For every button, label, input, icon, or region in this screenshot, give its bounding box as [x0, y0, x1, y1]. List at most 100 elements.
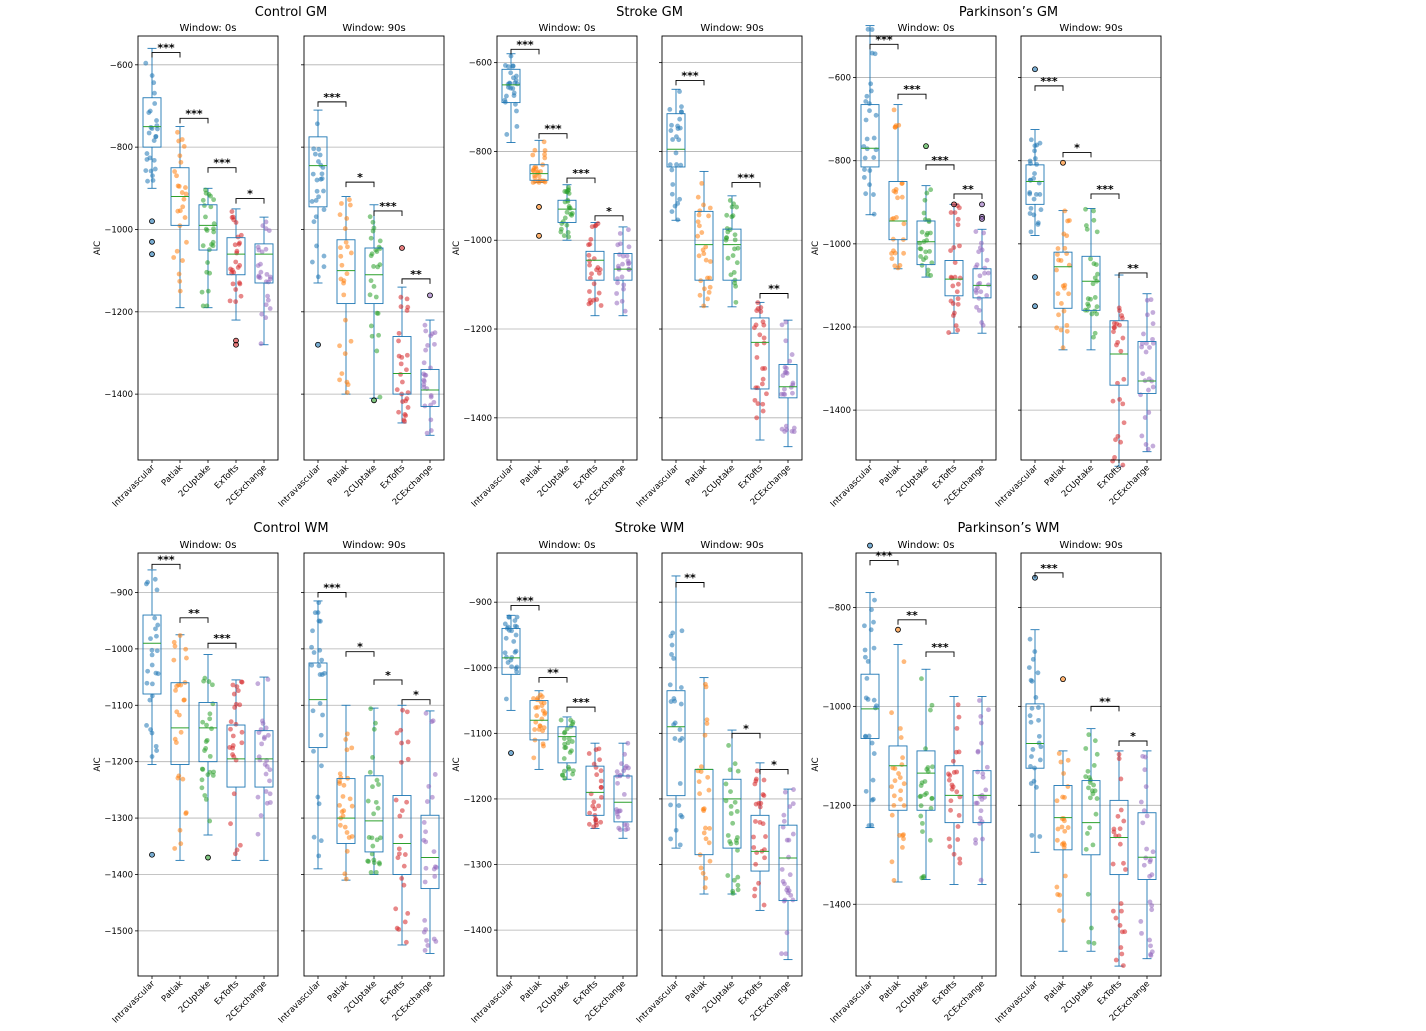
- data-point: [204, 737, 210, 743]
- box-iqr: [750, 814, 770, 872]
- data-point: [896, 771, 901, 776]
- data-point: [228, 821, 233, 827]
- data-point: [901, 221, 907, 227]
- box-iqr: [420, 368, 440, 407]
- data-point: [614, 300, 620, 306]
- data-point: [922, 792, 928, 798]
- data-point: [368, 278, 374, 284]
- data-point: [227, 745, 233, 750]
- data-point: [371, 811, 377, 817]
- significance-bracket: **: [179, 607, 209, 623]
- data-point: [176, 773, 182, 779]
- data-point: [1118, 776, 1124, 782]
- data-point: [974, 304, 979, 310]
- data-point: [373, 870, 379, 875]
- data-point: [421, 360, 427, 366]
- data-point: [783, 319, 789, 325]
- data-point: [700, 870, 706, 876]
- bracket-line: [401, 278, 431, 284]
- data-point: [1120, 335, 1126, 341]
- data-point: [588, 236, 594, 242]
- data-point: [404, 367, 409, 373]
- data-point: [394, 387, 400, 393]
- data-point: [230, 733, 236, 739]
- data-point: [368, 235, 374, 241]
- data-point: [624, 253, 630, 259]
- data-point: [735, 887, 741, 893]
- x-tick-label: Patlak: [1043, 979, 1068, 1004]
- data-point: [205, 288, 211, 294]
- y-tick-label: −1200: [463, 795, 492, 805]
- data-point: [759, 381, 765, 387]
- data-point: [1067, 218, 1072, 223]
- data-point: [347, 197, 352, 203]
- data-point: [731, 270, 737, 275]
- data-point: [207, 753, 213, 759]
- data-point: [677, 781, 683, 786]
- outlier-point: [371, 397, 377, 404]
- data-point: [1115, 433, 1121, 439]
- data-point: [512, 80, 518, 86]
- data-point: [1119, 315, 1125, 321]
- data-point: [513, 101, 518, 107]
- data-point: [337, 771, 343, 777]
- data-point: [314, 121, 320, 127]
- data-point: [503, 635, 509, 641]
- data-point: [982, 270, 987, 276]
- data-point: [866, 823, 872, 829]
- data-point: [1121, 818, 1127, 824]
- bracket-line: [207, 642, 237, 649]
- data-point: [698, 764, 704, 770]
- data-point: [371, 284, 377, 289]
- data-point: [732, 237, 738, 243]
- data-point: [154, 587, 160, 593]
- data-point: [258, 813, 264, 818]
- data-point: [918, 803, 924, 809]
- significance-label: *: [385, 669, 391, 682]
- data-point: [181, 697, 187, 703]
- data-point: [679, 104, 684, 110]
- data-point: [755, 401, 761, 407]
- data-point: [1148, 953, 1154, 958]
- data-point: [1150, 310, 1156, 315]
- x-tick-label: Patlak: [519, 979, 544, 1004]
- y-tick-label: −1400: [104, 870, 133, 880]
- data-point: [614, 291, 620, 296]
- data-point: [679, 628, 685, 634]
- bracket-line: [675, 582, 705, 588]
- significance-bracket: *: [345, 641, 375, 657]
- data-point: [984, 257, 990, 263]
- box-iqr: [694, 210, 714, 281]
- data-point: [344, 271, 350, 277]
- data-point: [891, 107, 897, 113]
- data-point: [1117, 841, 1123, 847]
- data-point: [233, 259, 239, 265]
- y-tick-label: −1200: [104, 758, 133, 768]
- data-point: [1091, 261, 1097, 267]
- data-point: [622, 765, 628, 771]
- data-point: [707, 205, 713, 211]
- data-point: [200, 303, 206, 309]
- data-point: [153, 133, 159, 139]
- data-point: [1056, 312, 1061, 318]
- data-point: [779, 867, 785, 872]
- data-point: [590, 803, 596, 809]
- data-point: [900, 833, 906, 838]
- data-point: [1057, 892, 1063, 898]
- data-point: [973, 229, 979, 234]
- data-point: [507, 80, 512, 86]
- data-point: [701, 251, 707, 257]
- data-point: [754, 355, 760, 360]
- y-tick-label: −1400: [463, 414, 492, 424]
- significance-label: ***: [875, 549, 893, 562]
- data-point: [863, 191, 869, 197]
- data-point: [1150, 849, 1156, 855]
- data-point: [426, 783, 432, 789]
- data-point: [531, 755, 537, 761]
- data-point: [1110, 861, 1116, 867]
- data-point: [255, 681, 261, 687]
- x-tick-label: Patlak: [326, 463, 351, 488]
- significance-bracket: *: [1118, 730, 1148, 746]
- outlier-point: [1060, 159, 1066, 166]
- data-point: [313, 214, 319, 220]
